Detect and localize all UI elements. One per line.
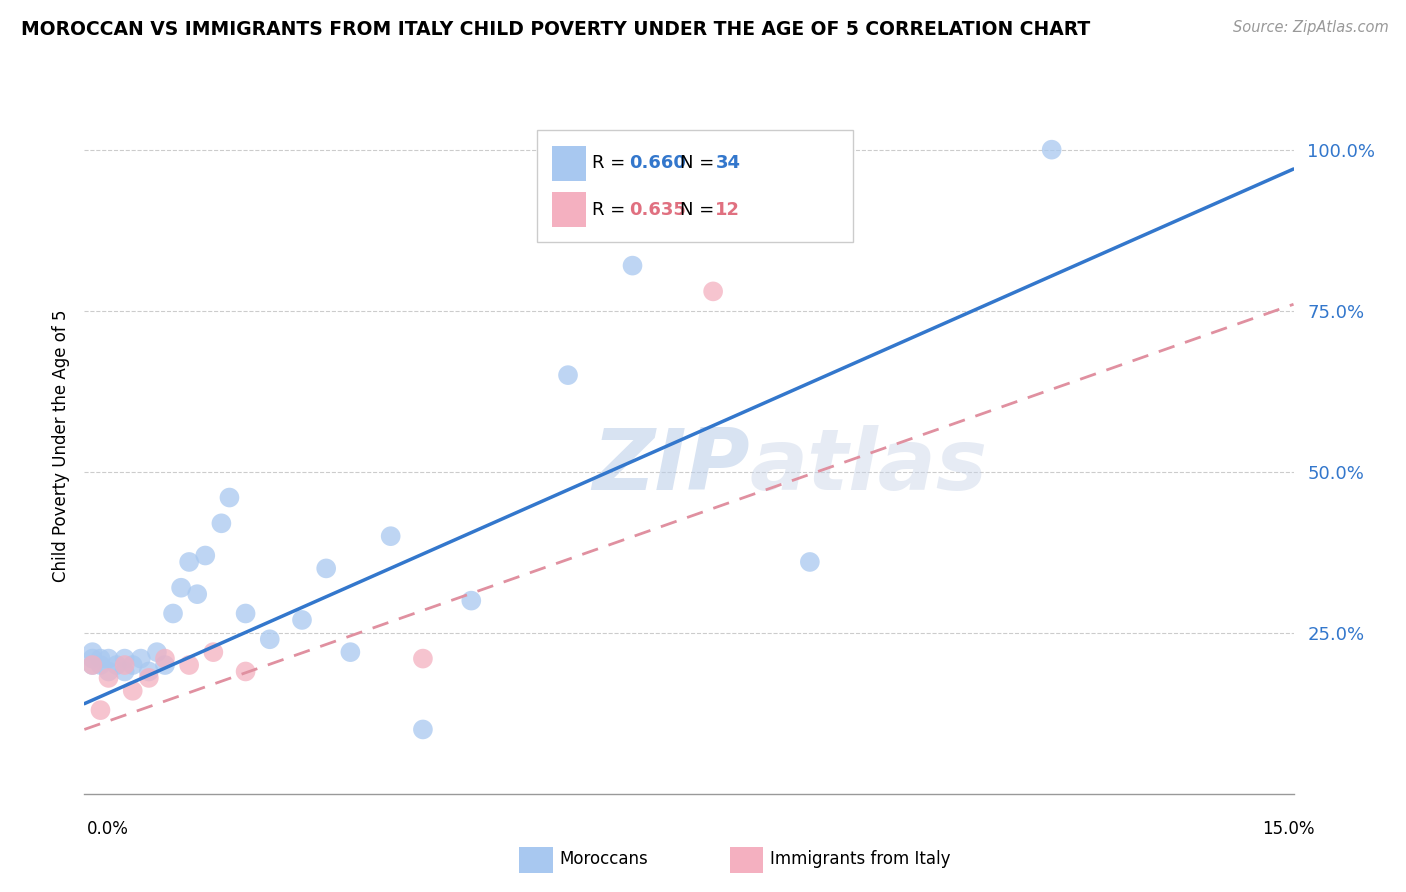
Point — [291, 613, 314, 627]
Point — [121, 658, 143, 673]
Point — [162, 607, 184, 621]
Point — [97, 671, 120, 685]
Text: Source: ZipAtlas.com: Source: ZipAtlas.com — [1233, 20, 1389, 35]
Text: 34: 34 — [716, 154, 741, 172]
Point — [1040, 143, 1063, 157]
Point — [114, 665, 136, 679]
Point — [105, 658, 128, 673]
Point — [621, 259, 644, 273]
Point — [380, 529, 402, 543]
Point — [153, 651, 176, 665]
Point — [82, 645, 104, 659]
Point — [412, 723, 434, 737]
Text: 15.0%: 15.0% — [1263, 820, 1315, 838]
Text: 0.660: 0.660 — [630, 154, 686, 172]
Point — [114, 658, 136, 673]
Point — [89, 651, 111, 665]
Point — [799, 555, 821, 569]
Point — [129, 651, 152, 665]
Text: MOROCCAN VS IMMIGRANTS FROM ITALY CHILD POVERTY UNDER THE AGE OF 5 CORRELATION C: MOROCCAN VS IMMIGRANTS FROM ITALY CHILD … — [21, 20, 1090, 38]
Point — [315, 561, 337, 575]
Point — [202, 645, 225, 659]
Point — [235, 665, 257, 679]
Text: R =: R = — [592, 154, 631, 172]
Point — [121, 683, 143, 698]
Text: ZIP: ZIP — [592, 425, 749, 508]
Text: 0.0%: 0.0% — [87, 820, 129, 838]
Text: N =: N = — [681, 154, 720, 172]
Point — [97, 651, 120, 665]
Point — [82, 658, 104, 673]
Point — [82, 658, 104, 673]
Point — [186, 587, 208, 601]
Point — [89, 703, 111, 717]
Point — [702, 285, 724, 299]
Text: atlas: atlas — [749, 425, 987, 508]
Point — [460, 593, 482, 607]
Point — [412, 651, 434, 665]
Text: 12: 12 — [716, 201, 741, 219]
Point — [82, 651, 104, 665]
Point — [194, 549, 217, 563]
Point — [138, 671, 160, 685]
Text: R =: R = — [592, 201, 631, 219]
Point — [97, 665, 120, 679]
Point — [235, 607, 257, 621]
Point — [146, 645, 169, 659]
Point — [179, 555, 201, 569]
Text: Immigrants from Italy: Immigrants from Italy — [770, 850, 950, 868]
Text: N =: N = — [681, 201, 720, 219]
Text: 0.635: 0.635 — [630, 201, 686, 219]
Point — [138, 665, 160, 679]
Text: Moroccans: Moroccans — [560, 850, 648, 868]
Point — [218, 491, 240, 505]
Point — [259, 632, 281, 647]
Point — [179, 658, 201, 673]
Point — [557, 368, 579, 383]
Point — [89, 658, 111, 673]
Point — [170, 581, 193, 595]
Point — [114, 651, 136, 665]
Y-axis label: Child Poverty Under the Age of 5: Child Poverty Under the Age of 5 — [52, 310, 70, 582]
Point — [209, 516, 232, 531]
Point — [339, 645, 361, 659]
Point — [153, 658, 176, 673]
